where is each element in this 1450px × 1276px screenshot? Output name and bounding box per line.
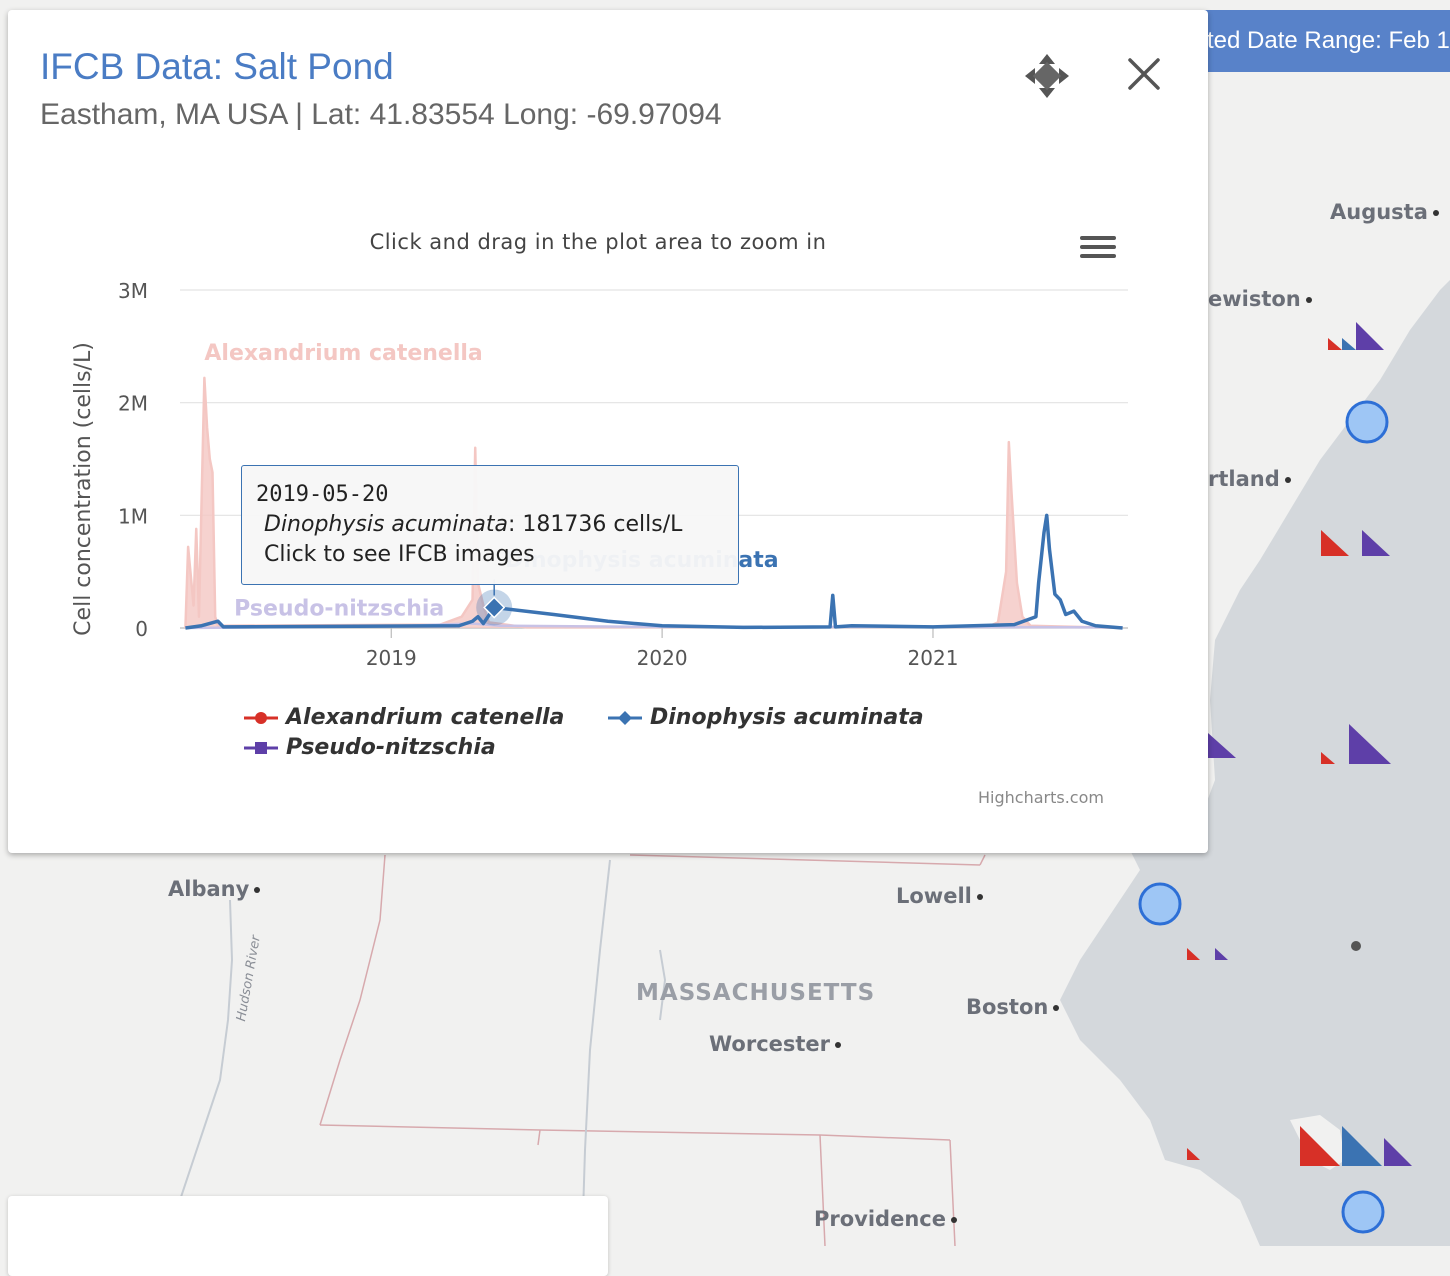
species-triangle-marker[interactable] [1356, 322, 1384, 350]
species-triangle-marker[interactable] [1362, 530, 1390, 556]
map-label-portland: rtland [1208, 467, 1291, 491]
station-marker[interactable] [1138, 882, 1182, 926]
close-icon[interactable] [1124, 54, 1164, 94]
chart-tooltip[interactable]: 2019-05-20 Dinophysis acuminata: 181736 … [241, 465, 739, 585]
y-tick-label: 2M [118, 392, 148, 416]
x-tick-label: 2019 [366, 646, 417, 670]
legend-diamond-marker-icon [608, 711, 642, 725]
hover-point-marker [483, 596, 506, 619]
series-line-alexandrium-catenella [184, 376, 1123, 630]
date-range-banner[interactable]: ted Date Range: Feb 1 [1195, 10, 1450, 72]
popup-title: IFCB Data: Salt Pond [40, 46, 394, 87]
tooltip-action: Click to see IFCB images [264, 542, 535, 567]
map-label-worcester: Worcester [709, 1032, 842, 1056]
y-tick-label: 0 [135, 617, 148, 641]
x-tick-label: 2020 [637, 646, 688, 670]
state-borders [319, 854, 986, 1246]
species-triangle-marker[interactable] [1349, 724, 1391, 764]
legend-square-marker-icon [244, 742, 278, 754]
species-triangle-marker[interactable] [1321, 752, 1335, 764]
map-label-massachusetts: MASSACHUSETTS [636, 980, 876, 1006]
map-label-albany: Albany [168, 877, 261, 901]
species-triangle-marker[interactable] [1342, 1126, 1382, 1166]
y-axis-title: Cell concentration (cells/L) [71, 342, 96, 636]
chart-menu-icon[interactable] [1080, 236, 1116, 262]
series-label-alexandrium: Alexandrium catenella [204, 341, 482, 366]
y-tick-label: 3M [118, 279, 148, 303]
species-triangle-marker[interactable] [1328, 338, 1342, 350]
species-triangle-marker[interactable] [1342, 338, 1356, 350]
series-label-pseudo-nitzschia: Pseudo-nitzschia [234, 596, 444, 621]
tooltip-species: Dinophysis acuminata [264, 512, 509, 537]
legend-item-alexandrium[interactable]: Alexandrium catenella [244, 705, 564, 730]
map-label-lewiston: ewiston [1208, 287, 1312, 311]
species-triangle-marker[interactable] [1384, 1138, 1412, 1166]
y-tick-label: 1M [118, 504, 148, 528]
legend-circle-marker-icon [244, 712, 278, 724]
map-label-lowell: Lowell [896, 884, 983, 908]
legend-item-pseudo-nitzschia[interactable]: Pseudo-nitzschia [244, 735, 496, 760]
cape-cod [1290, 1115, 1345, 1170]
species-triangle-marker[interactable] [1300, 1126, 1340, 1166]
species-triangle-marker[interactable] [1208, 733, 1236, 758]
chart-container[interactable]: 0 1M 2M 3M 2019 2020 2021 Cell concentration (c… [48, 200, 1168, 840]
tooltip-date: 2019-05-20 [256, 482, 389, 507]
move-icon[interactable] [1023, 52, 1071, 100]
ocean-water [1060, 0, 1450, 1246]
station-marker[interactable] [1341, 1190, 1385, 1234]
species-triangle-marker[interactable] [1215, 948, 1228, 960]
station-marker[interactable] [1345, 400, 1389, 444]
tooltip-value-text: : 181736 cells/L [508, 512, 683, 537]
ifcb-popup: IFCB Data: Salt Pond Eastham, MA USA | L… [8, 10, 1208, 853]
x-tick-label: 2021 [908, 646, 959, 670]
species-triangle-marker[interactable] [1187, 948, 1200, 960]
highcharts-credits[interactable]: Highcharts.com [978, 788, 1104, 807]
species-triangle-marker[interactable] [1187, 1148, 1200, 1160]
map-point [1351, 941, 1361, 951]
map-label-augusta: Augusta [1330, 200, 1439, 224]
tooltip-value: Dinophysis acuminata: 181736 cells/L [264, 512, 682, 537]
chart-zoom-hint: Click and drag in the plot area to zoom … [369, 230, 827, 254]
bottom-panel [8, 1196, 608, 1276]
map-label-boston: Boston [966, 995, 1060, 1019]
legend-item-dinophysis[interactable]: Dinophysis acuminata [608, 705, 924, 730]
series-line-dinophysis-acuminata [185, 513, 1123, 630]
map-label-providence: Providence [814, 1207, 957, 1231]
popup-subtitle: Eastham, MA USA | Lat: 41.83554 Long: -6… [40, 98, 722, 131]
species-triangle-marker[interactable] [1321, 530, 1349, 556]
